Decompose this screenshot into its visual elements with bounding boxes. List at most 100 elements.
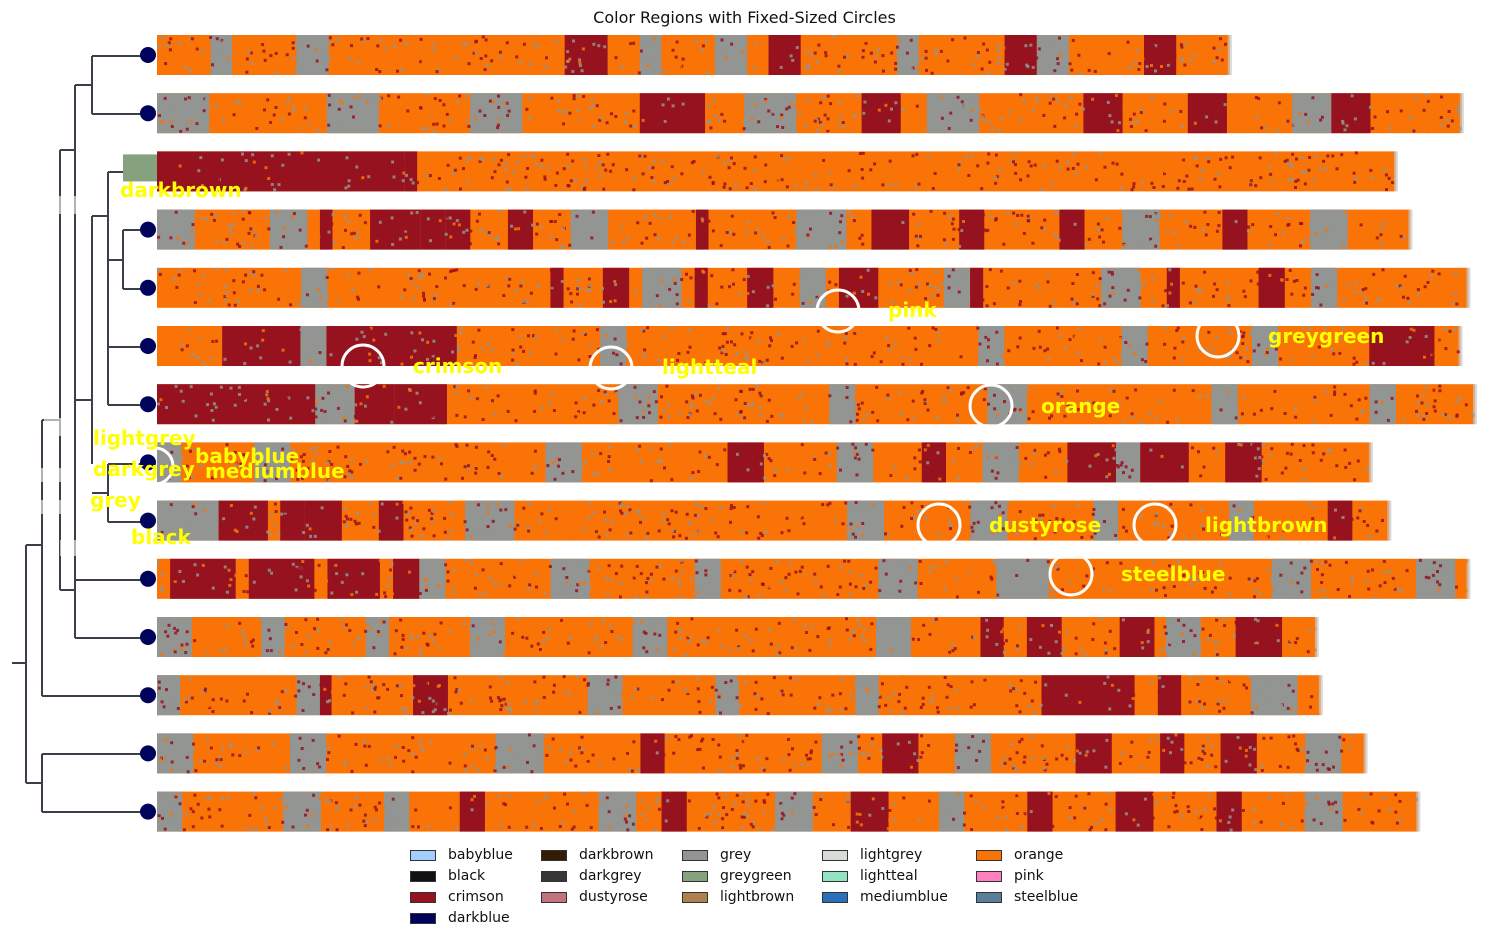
speckle [659,415,663,419]
speckle [190,37,194,41]
speckle [269,649,273,653]
speckle [540,512,544,516]
speckle [1315,273,1319,277]
speckle [856,403,860,407]
speckle [1311,506,1315,510]
speckle [1387,176,1391,180]
speckle [1331,347,1335,351]
speckle [646,326,650,330]
speckle [309,359,313,363]
speckle [229,504,233,507]
speckle [676,560,680,564]
speckle [413,396,417,400]
speckle [735,413,739,417]
speckle [586,167,590,171]
speckle [316,288,320,292]
speckle [564,109,568,113]
speckle [554,183,558,187]
speckle [1158,214,1162,217]
speckle [1364,579,1368,583]
speckle [1043,164,1047,168]
speckle [847,169,851,173]
speckle [1398,284,1402,288]
speckle [245,70,249,74]
speckle [1036,171,1040,175]
speckle [986,345,990,349]
speckle [312,693,316,696]
speckle [610,520,614,524]
speckle [701,269,705,273]
speckle [604,334,608,338]
speckle [450,512,454,516]
speckle [1145,214,1149,218]
grey-segment [939,791,965,832]
speckle [1307,629,1311,632]
speckle [1200,508,1204,512]
speckle [419,349,423,352]
speckle [1242,683,1246,687]
bar-edge [1458,326,1463,366]
speckle [630,242,634,246]
speckle [816,635,820,639]
speckle [1444,347,1448,351]
speckle [943,587,947,591]
speckle [314,112,318,116]
speckle [1163,326,1167,330]
speckle [519,399,523,403]
speckle [1332,100,1336,104]
speckle [1354,128,1357,132]
speckle [1014,171,1018,175]
speckle [162,705,166,709]
speckle [908,268,912,272]
speckle [572,329,576,333]
speckle [325,68,329,72]
speckle [566,152,570,156]
grey-segment [1271,558,1312,599]
speckle [791,292,795,296]
speckle [377,633,381,637]
speckle [285,397,289,401]
speckle [1108,414,1112,418]
speckle [892,764,896,768]
speckle [373,155,377,159]
speckle [390,562,394,566]
speckle [252,270,256,274]
speckle [286,101,290,105]
speckle [402,501,406,504]
speckle [458,63,461,66]
crimson-segment [564,35,608,75]
speckle [1056,394,1060,398]
speckle [431,354,435,358]
speckle [1227,355,1231,358]
speckle [976,520,980,524]
speckle [1172,388,1176,392]
speckle [1217,641,1221,645]
speckle [951,38,955,42]
speckle [1180,465,1184,469]
speckle [582,95,586,98]
speckle [595,35,599,38]
speckle [1103,165,1107,169]
speckle [498,50,502,54]
crimson-segment [319,209,333,250]
speckle [313,451,317,455]
speckle [655,294,659,298]
speckle [853,113,857,117]
speckle [1199,123,1203,127]
speckle [331,43,335,47]
speckle [1443,299,1447,303]
speckle [815,128,819,132]
speckle [1000,630,1004,634]
speckle [174,735,178,739]
speckle [515,55,519,59]
speckle [330,690,334,694]
speckle [289,303,293,307]
speckle [421,274,425,278]
speckle [632,576,636,580]
speckle [308,160,312,164]
speckle [309,460,313,464]
speckle [1342,298,1346,302]
speckle [1219,37,1223,41]
speckle [549,392,553,396]
speckle [1393,587,1397,591]
